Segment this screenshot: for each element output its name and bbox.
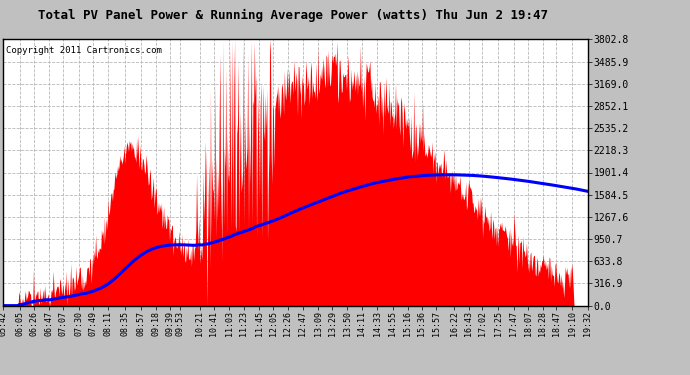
Text: Total PV Panel Power & Running Average Power (watts) Thu Jun 2 19:47: Total PV Panel Power & Running Average P… (38, 9, 549, 22)
Text: Copyright 2011 Cartronics.com: Copyright 2011 Cartronics.com (6, 46, 162, 55)
